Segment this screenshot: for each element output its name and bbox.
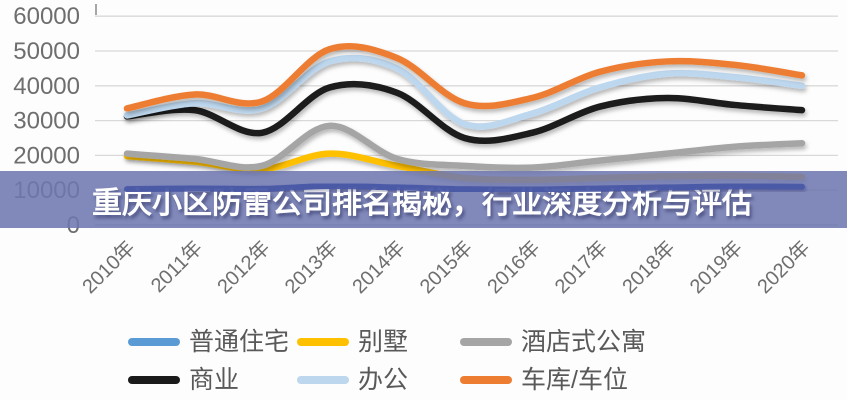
y-axis-tick-label: 30000 — [13, 108, 80, 135]
series-line-commercial — [123, 80, 806, 145]
series-line-office — [123, 54, 806, 130]
x-axis-tick-label: 2012年 — [213, 236, 275, 298]
x-axis-tick-label: 2011年 — [146, 236, 207, 297]
x-axis-tick-label: 2017年 — [550, 236, 612, 298]
x-axis-tick-label: 2016年 — [483, 236, 545, 298]
y-axis-tick-label: 20000 — [13, 142, 80, 169]
x-axis-tick-label: 2020年 — [753, 236, 815, 298]
series-line-garage-parking — [123, 43, 806, 112]
x-axis-tick-label: 2019年 — [685, 236, 747, 298]
chart-title: 重庆小区防雷公司排名揭秘，行业深度分析与评估 — [92, 186, 752, 220]
x-axis-tick-label: 2014年 — [348, 236, 410, 298]
title-banner: 重庆小区防雷公司排名揭秘，行业深度分析与评估 — [0, 171, 847, 228]
x-axis-tick-label: 2015年 — [415, 236, 477, 298]
x-axis-tick-label: 2013年 — [280, 236, 342, 298]
y-axis-tick-label: 40000 — [13, 73, 80, 100]
x-axis-tick-label: 2010年 — [78, 236, 140, 298]
series-line-hotel-style-apartment — [123, 122, 806, 172]
y-axis-tick-label: 50000 — [13, 38, 80, 65]
x-axis-tick-label: 2018年 — [618, 236, 680, 298]
y-axis-tick-label: 60000 — [13, 3, 80, 30]
